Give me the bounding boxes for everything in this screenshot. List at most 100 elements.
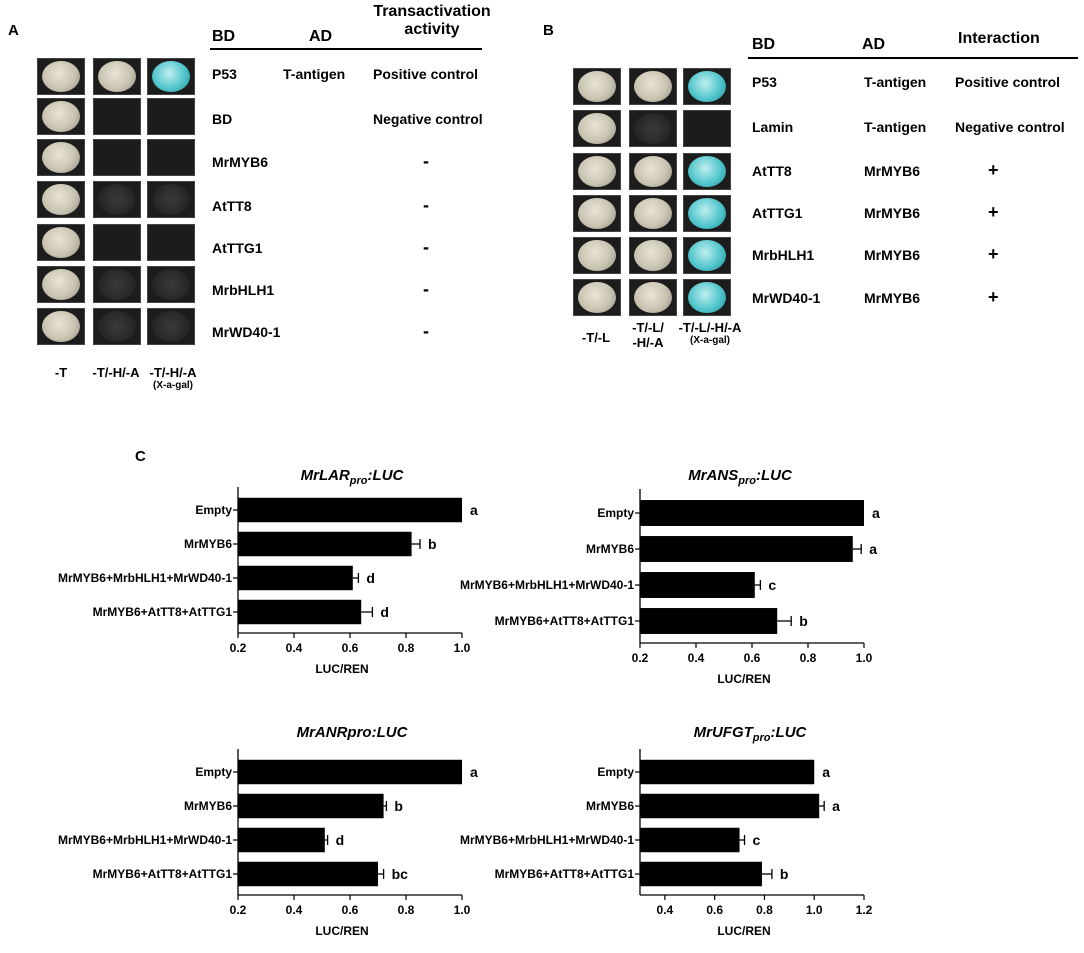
chart-bar	[640, 608, 778, 634]
yeast-colony	[42, 311, 80, 342]
colony-photo	[683, 237, 731, 274]
colony-photo	[629, 110, 677, 147]
colony-photo	[93, 224, 141, 261]
panel-a-header-bd: BD	[212, 28, 236, 45]
chart-significance-letter: a	[822, 764, 830, 780]
yeast-colony	[578, 240, 616, 271]
panel-b-row-result: +	[988, 287, 999, 307]
chart-category-label: MrMYB6	[184, 799, 232, 813]
panel-b-row-ad: T-antigen	[864, 74, 927, 90]
panel-b-letter: B	[543, 22, 554, 39]
chart-x-tick-label: 0.8	[800, 651, 817, 665]
chart-significance-letter: bc	[392, 866, 409, 882]
yeast-colony	[578, 282, 616, 313]
panel-b-condition-3: -T/-L/-H/-A (X-a-gal)	[678, 320, 742, 346]
yeast-colony	[578, 71, 616, 102]
chart-x-tick-label: 0.4	[688, 651, 705, 665]
chart-x-axis-label: LUC/REN	[717, 672, 770, 686]
chart-x-tick-label: 1.0	[454, 641, 471, 655]
colony-photo	[629, 195, 677, 232]
chart-x-tick-label: 0.8	[398, 903, 415, 917]
panel-b-header-bd: BD	[752, 36, 776, 53]
panel-b-row-ad: MrMYB6	[864, 205, 921, 221]
colony-photo	[147, 58, 195, 95]
chart-significance-letter: b	[394, 798, 403, 814]
panel-a-row-result: Negative control	[373, 111, 483, 127]
colony-photo	[37, 308, 85, 345]
chart-bar	[238, 861, 378, 887]
yeast-colony	[42, 227, 80, 258]
chart-significance-letter: d	[380, 604, 389, 620]
chart-significance-letter: c	[768, 577, 776, 593]
chart-bar	[640, 536, 853, 562]
colony-photo	[93, 308, 141, 345]
colony-photo	[147, 308, 195, 345]
chart-category-label: MrMYB6+AtTT8+AtTTG1	[495, 867, 635, 881]
panel-a-condition-3: -T/-H/-A (X-a-gal)	[149, 365, 197, 391]
chart-bar	[238, 599, 362, 625]
chart-category-label: MrMYB6+AtTT8+AtTTG1	[93, 605, 233, 619]
colony-photo	[573, 110, 621, 147]
chart-category-label: MrMYB6	[184, 537, 232, 551]
chart-title: MrLARpro:LUC	[301, 467, 405, 487]
yeast-colony	[634, 156, 672, 187]
colony-photo	[37, 266, 85, 303]
yeast-colony	[42, 101, 80, 132]
chart-title: MrANRpro:LUC	[297, 724, 409, 741]
chart-category-label: MrMYB6	[586, 542, 634, 556]
panel-a-row-bd: AtTTG1	[212, 240, 263, 256]
panel-a-row-result: -	[423, 195, 429, 215]
chart-significance-letter: d	[366, 570, 375, 586]
chart-bar	[640, 793, 820, 819]
chart-category-label: MrMYB6+MrbHLH1+MrWD40-1	[58, 833, 232, 847]
panel-b-condition-2: -T/-L/-H/-A	[632, 320, 664, 350]
colony-photo	[629, 279, 677, 316]
colony-photo	[147, 98, 195, 135]
yeast-colony	[42, 142, 80, 173]
colony-photo	[93, 181, 141, 218]
yeast-colony	[688, 156, 726, 187]
colony-photo	[37, 98, 85, 135]
panel-b-header-ad: AD	[862, 36, 886, 53]
chart-bar	[238, 497, 462, 523]
chart-category-label: MrMYB6+AtTT8+AtTTG1	[93, 867, 233, 881]
chart-category-label: Empty	[195, 765, 232, 779]
yeast-colony	[578, 113, 616, 144]
panel-b-row-bd: AtTTG1	[752, 205, 803, 221]
panel-a-condition-1: -T	[54, 365, 68, 380]
panel-a-row-bd: MrbHLH1	[212, 282, 275, 298]
panel-a-letter: A	[8, 22, 19, 39]
panel-b-header-interaction: Interaction	[958, 30, 1040, 47]
chart-bar	[238, 827, 325, 853]
panel-a-header-ad: AD	[309, 28, 333, 45]
colony-photo	[147, 224, 195, 261]
chart-title: MrANSpro:LUC	[688, 467, 793, 487]
panel-b-row-result: +	[988, 160, 999, 180]
chart-category-label: MrMYB6+MrbHLH1+MrWD40-1	[58, 571, 232, 585]
colony-photo	[37, 224, 85, 261]
chart-category-label: Empty	[195, 503, 232, 517]
colony-photo	[683, 153, 731, 190]
chart-bar	[640, 572, 755, 598]
yeast-colony	[42, 184, 80, 215]
yeast-colony	[98, 184, 136, 215]
yeast-colony	[688, 198, 726, 229]
yeast-colony	[634, 198, 672, 229]
colony-photo	[629, 68, 677, 105]
chart-category-label: MrMYB6+MrbHLH1+MrWD40-1	[460, 833, 634, 847]
colony-photo	[37, 58, 85, 95]
colony-photo	[573, 237, 621, 274]
yeast-colony	[634, 240, 672, 271]
colony-photo	[683, 279, 731, 316]
chart-x-tick-label: 0.6	[342, 641, 359, 655]
panel-b-row-ad: MrMYB6	[864, 247, 921, 263]
panel-a-row-bd: BD	[212, 111, 233, 127]
yeast-colony	[152, 269, 190, 300]
panel-b-row-bd: Lamin	[752, 119, 794, 135]
chart-title: MrUFGTpro:LUC	[694, 724, 808, 744]
yeast-colony	[152, 184, 190, 215]
colony-photo	[37, 139, 85, 176]
colony-photo	[147, 139, 195, 176]
chart-x-tick-label: 0.8	[756, 903, 773, 917]
chart-significance-letter: a	[470, 764, 478, 780]
